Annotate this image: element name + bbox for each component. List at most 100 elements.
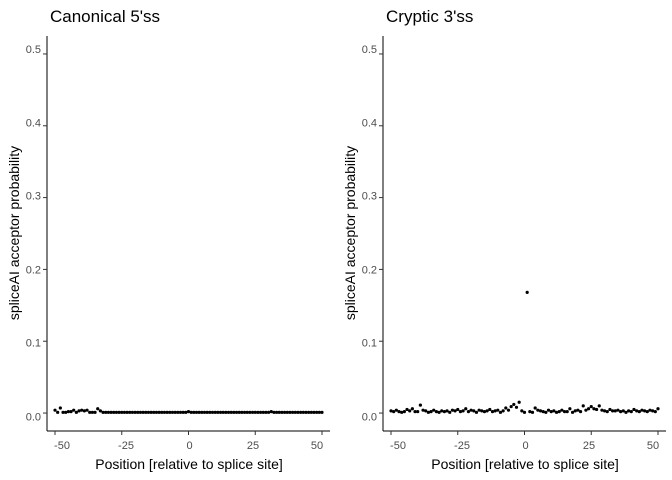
y-tick-label: 0.0	[362, 412, 377, 424]
data-point	[440, 409, 444, 413]
x-axis-label: Position [relative to splice site]	[431, 456, 619, 472]
data-point	[216, 410, 220, 414]
data-point	[299, 410, 303, 414]
data-point	[61, 410, 65, 414]
data-point	[234, 410, 239, 414]
x-tick-label: 25	[583, 440, 595, 452]
data-point	[133, 410, 137, 414]
data-point	[501, 409, 505, 413]
data-point	[312, 410, 316, 414]
data-point	[307, 410, 311, 414]
data-point	[283, 410, 287, 414]
data-point	[389, 409, 393, 413]
data-point	[309, 410, 313, 414]
data-point	[291, 410, 295, 414]
y-tick-label: 0.3	[362, 191, 377, 203]
data-point	[437, 410, 441, 414]
y-tick-label: 0.1	[362, 338, 377, 350]
data-point	[480, 409, 484, 413]
data-point	[485, 409, 489, 413]
data-point	[477, 408, 481, 412]
points-cryptic-3ss	[389, 290, 660, 414]
data-point	[178, 410, 183, 414]
data-point	[472, 409, 476, 413]
data-point	[586, 407, 591, 411]
data-point	[146, 410, 151, 414]
data-point	[117, 410, 121, 414]
panel-cryptic-3ss: Cryptic 3'ss spliceAI acceptor probabili…	[342, 7, 666, 472]
data-point	[77, 409, 81, 413]
y-tick-label: 0.1	[26, 338, 41, 350]
data-point	[315, 410, 319, 414]
y-tick-label: 0.0	[26, 412, 41, 424]
data-point	[456, 407, 460, 412]
data-point	[402, 410, 406, 414]
data-point	[509, 404, 513, 409]
data-point	[506, 408, 511, 412]
data-point	[578, 410, 583, 414]
data-point	[442, 410, 447, 414]
data-point	[66, 410, 70, 414]
data-point	[269, 410, 273, 414]
data-point	[213, 410, 217, 414]
data-point	[573, 409, 577, 413]
data-point	[82, 409, 86, 413]
points-canonical-5ss	[53, 406, 324, 414]
data-point	[584, 408, 588, 412]
data-point	[410, 407, 414, 411]
data-point	[293, 410, 297, 414]
data-point	[88, 410, 92, 414]
data-point	[64, 410, 68, 414]
data-point	[226, 410, 231, 414]
data-point	[514, 405, 519, 409]
data-point	[186, 410, 191, 414]
data-point	[528, 410, 532, 414]
data-point	[504, 406, 508, 410]
data-point	[165, 410, 169, 414]
data-point	[114, 410, 119, 414]
y-tick-label: 0.5	[362, 44, 377, 56]
panel-title: Canonical 5'ss	[50, 7, 160, 26]
data-point	[229, 410, 233, 414]
data-point	[248, 410, 252, 414]
y-tick-label: 0.4	[362, 118, 377, 130]
data-point	[125, 410, 129, 414]
data-point	[85, 408, 89, 412]
data-point	[557, 410, 561, 414]
data-point	[629, 410, 633, 414]
data-point	[637, 410, 641, 414]
data-point	[221, 410, 225, 414]
x-tick-label: 0	[186, 440, 192, 452]
data-point	[474, 410, 479, 414]
data-point	[653, 410, 657, 414]
data-point	[56, 410, 60, 414]
data-point	[651, 409, 655, 413]
y-tick-label: 0.2	[362, 265, 377, 277]
data-point	[258, 410, 263, 414]
data-point	[656, 407, 660, 411]
data-point	[544, 410, 548, 414]
data-point	[416, 410, 420, 414]
data-point	[568, 407, 572, 411]
data-point	[264, 410, 268, 414]
data-point	[400, 410, 404, 414]
data-point	[162, 410, 167, 414]
data-point	[242, 410, 247, 414]
data-point	[245, 410, 249, 414]
data-point	[627, 409, 631, 413]
y-tick-label: 0.5	[26, 44, 41, 56]
data-point	[464, 407, 468, 411]
data-point	[608, 407, 612, 412]
data-point	[74, 410, 78, 414]
data-point	[320, 410, 324, 414]
data-point	[445, 409, 449, 413]
data-point	[208, 410, 212, 414]
data-point	[576, 408, 580, 412]
data-point	[589, 404, 593, 409]
data-point	[160, 410, 164, 414]
data-point	[106, 410, 111, 414]
data-point	[453, 409, 457, 413]
data-point	[418, 403, 422, 407]
data-point	[549, 410, 553, 414]
